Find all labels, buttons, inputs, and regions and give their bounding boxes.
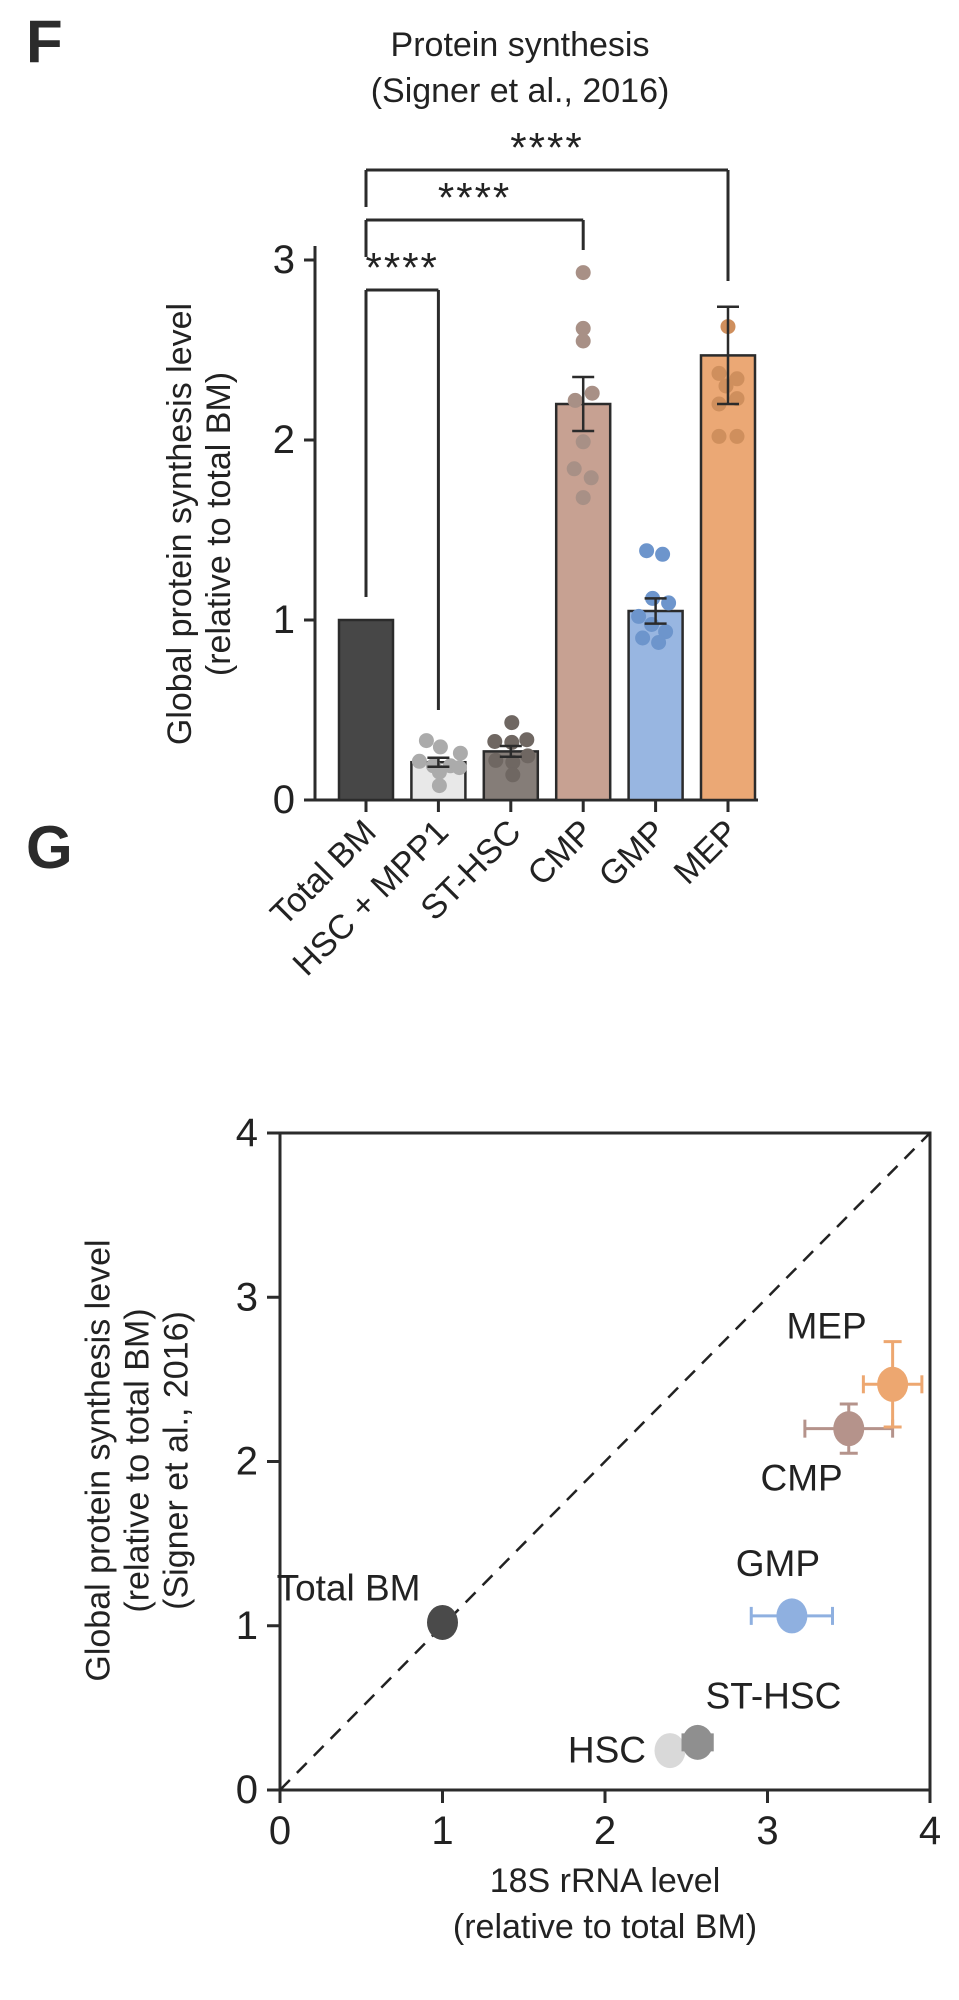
g-point-label-cmp: CMP bbox=[761, 1458, 843, 1499]
g-point-gmp bbox=[776, 1598, 808, 1634]
g-point-label-gmp: GMP bbox=[736, 1543, 820, 1584]
f-category-label-mep: MEP bbox=[667, 813, 746, 892]
panel-f-title-line1: Protein synthesis bbox=[390, 26, 650, 64]
f-data-dot-mep bbox=[729, 428, 745, 444]
f-y-tick-label: 3 bbox=[273, 238, 295, 282]
f-data-dot-hsc-mpp1 bbox=[418, 733, 434, 749]
f-data-dot-cmp bbox=[575, 320, 591, 336]
f-bar-cmp bbox=[554, 402, 612, 802]
g-point-label-total-bm: Total BM bbox=[277, 1567, 421, 1608]
f-data-dot-mep bbox=[711, 365, 727, 381]
f-data-dot-st-hsc bbox=[504, 715, 520, 731]
f-data-dot-st-hsc bbox=[488, 752, 504, 768]
panel-g-x-axis-label-line1: 18S rRNA level bbox=[489, 1862, 721, 1900]
f-bar-mep bbox=[699, 354, 757, 802]
g-x-tick-label: 2 bbox=[594, 1809, 616, 1853]
panel-f-letter: F bbox=[26, 8, 63, 75]
f-data-dot-mep bbox=[718, 378, 734, 394]
f-data-dot-hsc-mpp1 bbox=[432, 739, 448, 755]
f-data-dot-st-hsc bbox=[519, 732, 535, 748]
panel-g-x-axis-label-line2: (relative to total BM) bbox=[452, 1908, 758, 1946]
f-y-tick-label: 0 bbox=[273, 778, 295, 822]
f-data-dot-st-hsc bbox=[505, 767, 521, 783]
f-data-dot-st-hsc bbox=[487, 734, 503, 749]
f-data-dot-cmp bbox=[583, 470, 599, 486]
f-sig-stars: **** bbox=[438, 174, 511, 221]
panel-g-letter: G bbox=[26, 814, 73, 881]
panel-g-x-axis-label: 18S rRNA level (relative to total BM) bbox=[325, 1858, 885, 1950]
f-data-dot-gmp bbox=[635, 630, 651, 646]
g-y-tick-label: 0 bbox=[236, 1768, 258, 1812]
f-data-dot-cmp bbox=[584, 385, 600, 401]
f-data-dot-gmp bbox=[651, 635, 667, 650]
g-y-tick-label: 3 bbox=[236, 1275, 258, 1319]
g-x-tick-label: 4 bbox=[919, 1809, 941, 1853]
f-data-dot-gmp bbox=[658, 624, 674, 640]
panel-g-scatter-plot: 0 1 2 3 4 0 1 2 3 4 Total BM HSC ST-HSC GMP CMP MEP bbox=[236, 1111, 941, 1853]
f-data-dot-hsc-mpp1 bbox=[411, 753, 427, 769]
f-data-dot-cmp bbox=[567, 392, 583, 408]
g-point-label-hsc: HSC bbox=[568, 1730, 646, 1771]
g-y-tick-label: 1 bbox=[236, 1604, 258, 1648]
g-y-tick-label: 2 bbox=[236, 1440, 258, 1484]
f-data-dot-hsc-mpp1 bbox=[431, 764, 447, 780]
f-data-dot-cmp bbox=[575, 333, 591, 349]
f-data-dot-gmp bbox=[655, 546, 671, 562]
g-point-total-bm bbox=[427, 1604, 458, 1640]
f-data-dot-cmp bbox=[575, 265, 591, 281]
f-data-dot-hsc-mpp1 bbox=[451, 760, 467, 776]
f-data-dot-cmp bbox=[575, 434, 591, 450]
f-data-dot-mep bbox=[711, 428, 727, 444]
g-point-cmp bbox=[833, 1411, 865, 1447]
f-data-dot-st-hsc bbox=[520, 748, 536, 764]
f-data-dot-mep bbox=[729, 391, 745, 407]
g-identity-line bbox=[279, 1132, 931, 1791]
g-x-tick-label: 0 bbox=[269, 1809, 291, 1853]
f-data-dot-cmp bbox=[575, 490, 591, 506]
g-point-label-st-hsc: ST-HSC bbox=[706, 1675, 842, 1716]
g-point-mep bbox=[877, 1366, 909, 1402]
f-category-label-cmp: CMP bbox=[521, 813, 601, 893]
f-category-label-gmp: GMP bbox=[592, 813, 674, 895]
panel-f-title: Protein synthesis (Signer et al., 2016) bbox=[240, 22, 800, 114]
f-data-dot-mep bbox=[729, 371, 745, 387]
f-bar-total-bm bbox=[337, 618, 395, 802]
g-point-st-hsc bbox=[682, 1724, 714, 1760]
g-x-tick-label: 1 bbox=[431, 1809, 453, 1853]
f-y-tick-label: 2 bbox=[273, 418, 295, 462]
f-data-dot-hsc-mpp1 bbox=[431, 778, 447, 794]
g-y-tick-label: 4 bbox=[236, 1111, 258, 1155]
f-data-dot-cmp bbox=[566, 461, 582, 477]
f-data-dot-hsc-mpp1 bbox=[452, 745, 468, 761]
f-y-tick-label: 1 bbox=[273, 598, 295, 642]
g-x-tick-label: 3 bbox=[756, 1809, 778, 1853]
f-data-dot-gmp bbox=[631, 608, 647, 624]
f-sig-stars: **** bbox=[510, 124, 583, 171]
f-data-dot-gmp bbox=[639, 543, 655, 559]
f-sig-stars: **** bbox=[366, 244, 439, 291]
g-point-hsc bbox=[654, 1733, 686, 1769]
panel-f-title-line2: (Signer et al., 2016) bbox=[370, 72, 670, 110]
f-data-dot-st-hsc bbox=[505, 754, 521, 770]
g-point-label-mep: MEP bbox=[786, 1305, 866, 1346]
